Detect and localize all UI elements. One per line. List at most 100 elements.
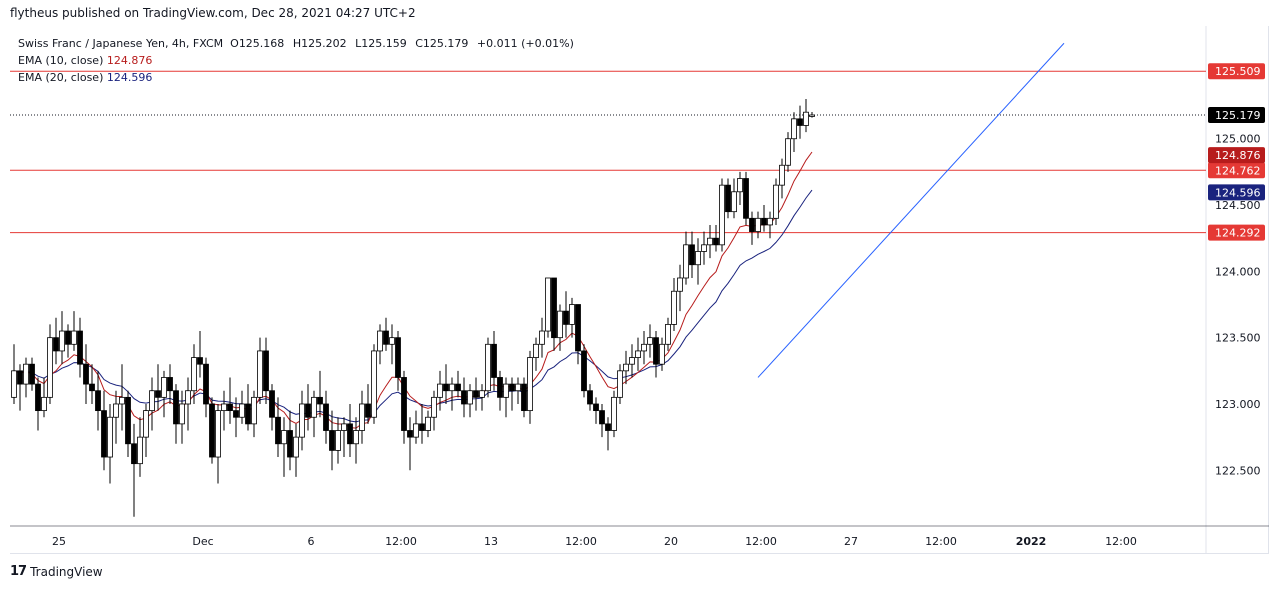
candle — [107, 403, 113, 484]
candle-body — [179, 403, 185, 425]
legend-change: +0.011 (+0.01%) — [476, 37, 574, 50]
candle-body — [803, 111, 809, 126]
candle — [635, 337, 641, 371]
candle-body — [593, 403, 599, 412]
candle — [83, 344, 89, 404]
candle-body — [773, 184, 779, 219]
candle — [653, 331, 659, 378]
legend-symbol[interactable]: Swiss Franc / Japanese Yen, 4h, FXCM — [18, 37, 224, 50]
candle — [611, 390, 617, 438]
candle — [659, 337, 665, 371]
candle-body — [257, 350, 263, 398]
candle-body — [461, 390, 467, 405]
candle — [137, 417, 143, 477]
candle — [719, 178, 725, 252]
x-tick-label: 27 — [844, 535, 858, 548]
candle — [539, 317, 545, 358]
candle — [299, 390, 305, 451]
candle — [317, 370, 323, 418]
footer-brand: 17 TradingView — [10, 564, 103, 579]
candle — [389, 324, 395, 365]
candle — [569, 297, 575, 338]
candle — [263, 337, 269, 404]
candle-body — [665, 324, 671, 345]
candle — [725, 178, 731, 219]
candle — [773, 178, 779, 225]
candle-body — [455, 383, 461, 392]
candle — [797, 105, 803, 139]
legend-ema20-row[interactable]: EMA (20, close) 124.596 — [18, 69, 579, 86]
candle-body — [509, 383, 515, 392]
candle-body — [767, 217, 773, 226]
candle — [209, 397, 215, 464]
candle — [707, 224, 713, 259]
candle-body — [161, 377, 167, 398]
legend-ema10-row[interactable]: EMA (10, close) 124.876 — [18, 52, 579, 69]
candle — [23, 357, 29, 398]
candle — [347, 403, 353, 458]
candle-body — [695, 251, 701, 266]
candle — [509, 377, 515, 411]
candle-body — [281, 430, 287, 445]
candle-body — [419, 423, 425, 431]
candle-body — [23, 363, 29, 385]
level-price-tag-text: 125.509 — [1215, 65, 1261, 78]
candle — [287, 410, 293, 471]
candle-body — [413, 423, 419, 438]
candle — [437, 370, 443, 411]
candle-body — [239, 403, 245, 418]
candle-body — [149, 390, 155, 412]
candle-body — [527, 357, 533, 412]
candle-body — [689, 244, 695, 266]
candle — [791, 112, 797, 152]
y-tick-label: 125.000 — [1215, 133, 1261, 146]
candle-body — [491, 343, 497, 378]
candle-body — [599, 410, 605, 425]
candle — [239, 390, 245, 424]
candle — [41, 377, 47, 418]
candle — [65, 324, 71, 358]
candle — [185, 377, 191, 431]
candle — [11, 344, 17, 404]
candle-body — [407, 430, 413, 438]
candle — [533, 337, 539, 371]
candle-body — [563, 310, 569, 325]
candle — [473, 377, 479, 411]
candle-body — [131, 443, 137, 465]
candle-body — [557, 310, 563, 339]
candle — [155, 364, 161, 411]
candle-body — [317, 396, 323, 405]
candle — [131, 423, 137, 517]
level-price-tag-bg — [1208, 63, 1265, 80]
candle — [527, 350, 533, 424]
candle — [77, 317, 83, 378]
legend-ema10-value: 124.876 — [106, 54, 153, 67]
candle — [167, 364, 173, 404]
candle-body — [515, 383, 521, 392]
candle — [233, 397, 239, 438]
candle — [383, 317, 389, 351]
candle-body — [629, 357, 635, 365]
candle — [761, 205, 767, 232]
candle-body — [215, 410, 221, 458]
candle-body — [635, 350, 641, 358]
legend-open-value: 125.168 — [238, 37, 285, 50]
candle-body — [443, 383, 449, 392]
x-tick-label: 13 — [484, 535, 498, 548]
candle-body — [389, 337, 395, 345]
candle-body — [623, 363, 629, 372]
candle — [809, 111, 815, 118]
y-tick-label: 124.000 — [1215, 265, 1261, 278]
candle — [575, 304, 581, 365]
candle-body — [503, 383, 509, 398]
candle-body — [89, 383, 95, 392]
candle — [215, 403, 221, 484]
candle — [251, 390, 257, 438]
candle-body — [347, 423, 353, 445]
level-price-tag: 125.509 — [1208, 63, 1265, 80]
candle — [737, 171, 743, 206]
candle-body — [683, 244, 689, 279]
candle-body — [647, 337, 653, 345]
candle-body — [611, 396, 617, 431]
